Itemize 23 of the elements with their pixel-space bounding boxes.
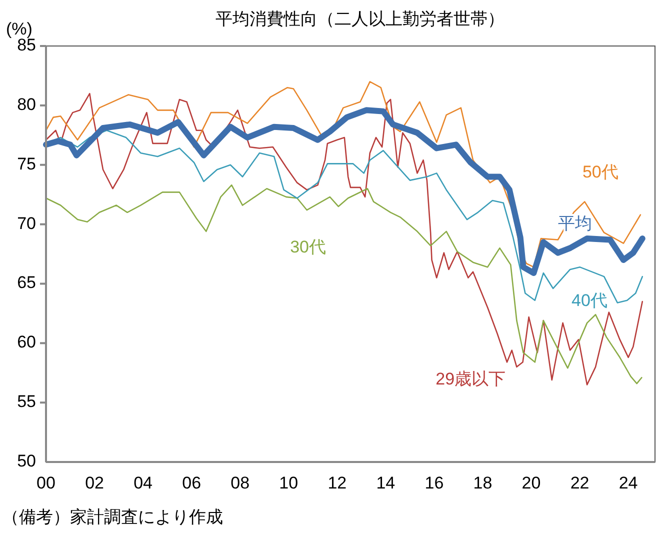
x-tick-label: 04	[134, 473, 153, 492]
y-tick-label: 55	[17, 392, 36, 412]
y-tick-label: 50	[17, 451, 36, 470]
x-tick-label: 12	[328, 473, 347, 492]
text: （備考）家計調査により作成	[2, 507, 223, 526]
x-tick-label: 24	[618, 473, 638, 492]
y-tick-label: 70	[17, 214, 36, 233]
x-tick-label: 02	[85, 473, 104, 492]
x-tick-label: 10	[279, 473, 298, 492]
x-tick-label: 00	[36, 473, 56, 492]
x-tick-label: 14	[376, 473, 396, 492]
y-tick-label: 65	[17, 273, 36, 292]
x-tick-label: 06	[182, 473, 202, 492]
y-tick-label: 75	[17, 154, 36, 174]
chart-title: 平均消費性向（二人以上勤労者世帯）	[216, 9, 504, 28]
x-tick-label: 22	[570, 473, 590, 492]
x-tick-label: 08	[230, 473, 250, 492]
y-tick-label: 80	[17, 94, 36, 114]
y-axis-title: (%)	[6, 19, 32, 38]
x-tick-label: 20	[522, 473, 541, 492]
y-tick-label: 60	[17, 332, 36, 352]
x-tick-label: 18	[473, 473, 492, 492]
x-tick-label: 16	[424, 473, 444, 492]
